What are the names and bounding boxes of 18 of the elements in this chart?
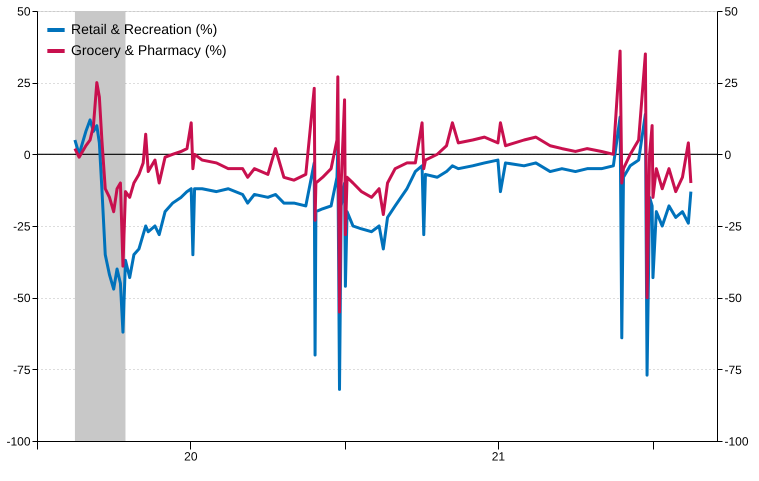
y-tick-label: 25 [17, 76, 31, 90]
y-tick-label: -75 [13, 362, 31, 377]
y2-tick-label: -25 [724, 220, 742, 234]
y-tick-label: -100 [6, 434, 31, 448]
y2-tick-label: 0 [724, 148, 732, 162]
y2-tick-label: -50 [724, 291, 742, 306]
y2-tick-label: 25 [724, 76, 738, 90]
x-tick-label: 20 [184, 450, 198, 464]
y2-tick-label: -75 [724, 362, 742, 377]
y-tick-label: 0 [24, 148, 31, 162]
y2-tick-label: -100 [724, 434, 749, 448]
y-tick-label: -50 [13, 291, 31, 306]
x-tick-label: 21 [492, 450, 506, 464]
legend-label: Retail & Recreation (%) [71, 21, 218, 37]
y-tick-label: -25 [13, 220, 31, 234]
legend-label: Grocery & Pharmacy (%) [71, 42, 227, 58]
y-tick-label: 50 [17, 4, 31, 18]
y2-tick-label: 50 [724, 4, 738, 18]
